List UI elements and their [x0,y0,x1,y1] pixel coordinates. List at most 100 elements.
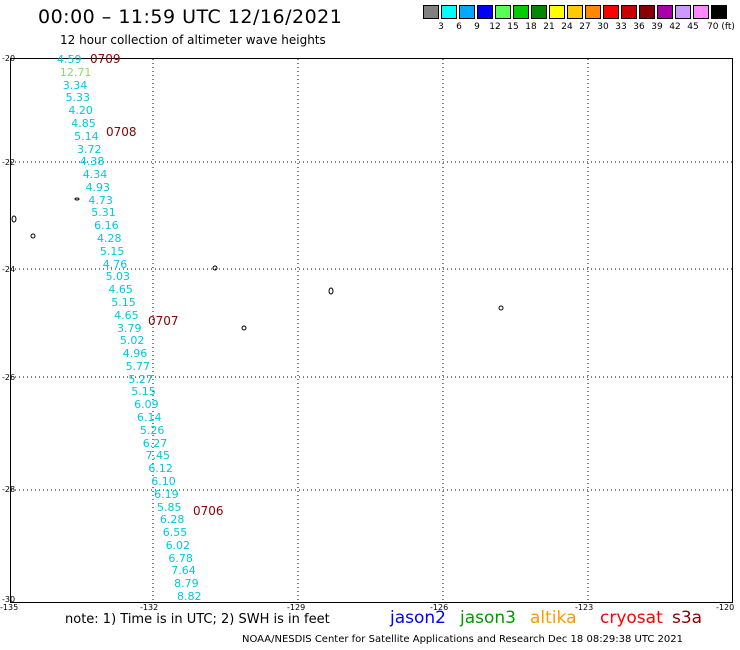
swh-value: 5.26 [139,423,165,437]
swh-value: 4.38 [79,155,105,169]
map-panel [10,58,733,603]
swh-value: 4.34 [82,168,108,182]
legend-label: 18 [525,22,537,32]
swh-value: 8.82 [177,590,202,603]
legend-jason3: jason3 [460,608,516,628]
legend-swatch [549,5,565,19]
island-outline [11,215,17,223]
legend-label: 9 [474,22,480,32]
island-outline [212,265,218,271]
island-outline [328,287,334,295]
swh-value: 3.72 [77,142,102,156]
swh-value: 6.16 [94,219,119,233]
legend-label: 3 [438,22,444,32]
swh-value: 5.27 [128,372,153,386]
lon-tick-label: -123 [575,603,594,612]
swh-value: 4.59 [57,53,82,66]
swh-value: 5.33 [65,91,91,105]
legend-label: 70 (ft) [707,22,735,32]
swh-value: 6.09 [134,398,159,412]
legend-swatch [495,5,511,19]
lon-tick-label: -126 [430,603,449,612]
island-outline [30,233,36,239]
lat-tick-label: -20 [2,54,16,63]
swh-value: 4.76 [102,257,128,271]
legend-s3a: s3a [672,608,703,628]
swh-value: 6.28 [159,513,185,527]
swh-value: 7.45 [145,449,171,463]
units-note: note: 1) Time is in UTC; 2) SWH is in fe… [65,612,330,627]
lat-tick-label: -26 [2,373,16,382]
legend-label: 36 [633,22,645,32]
island-outline [241,325,247,331]
legend-jason2: jason2 [390,608,446,628]
lat-tick-label: -24 [2,265,16,274]
swh-value: 7.64 [171,564,196,578]
swh-value: 6.19 [154,487,179,501]
legend-label: 6 [456,22,462,32]
legend-swatch [639,5,655,19]
legend-swatch [513,5,529,19]
lat-tick-label: -28 [2,485,16,494]
swh-value: 5.77 [125,359,151,373]
pass-time-label: 0708 [106,125,137,139]
swh-value: 4.85 [71,116,96,130]
swh-value: 6.02 [165,538,191,552]
legend-label: 21 [543,22,555,32]
swh-value: 12.71 [59,65,92,79]
legend-swatch [711,5,727,19]
legend-swatch [585,5,601,19]
legend-swatch [693,5,709,19]
swh-value: 5.15 [131,385,156,399]
island-outline [74,197,80,201]
swh-value: 4.96 [122,347,148,361]
lat-tick-label: -30 [2,595,16,604]
lon-tick-label: -120 [716,603,735,612]
credit-line: NOAA/NESDIS Center for Satellite Applica… [242,634,684,645]
map-subtitle: 12 hour collection of altimeter wave hei… [60,33,326,47]
map-grid [11,59,732,602]
legend-label: 30 [597,22,609,32]
swh-value: 6.55 [162,526,188,540]
swh-value: 4.93 [85,180,111,194]
swh-value: 5.02 [119,334,145,348]
legend-swatch [657,5,673,19]
swh-value: 6.14 [137,411,162,424]
legend-label: 12 [489,22,501,32]
swh-value: 5.14 [74,129,99,143]
pass-time-label: 0709 [90,52,121,66]
legend-cryosat: cryosat [600,608,663,628]
swh-value: 6.27 [142,436,168,450]
legend-swatch [621,5,637,19]
legend-swatch [459,5,475,19]
swh-value: 5.31 [91,206,116,220]
swh-value: 5.85 [157,500,182,514]
legend-swatch [567,5,583,19]
legend-label: 45 [687,22,699,32]
swh-value: 4.65 [108,283,133,297]
swh-value: 8.79 [174,577,199,591]
lon-tick-label: -129 [287,603,306,612]
swh-value: 5.15 [111,295,136,309]
legend-label: 15 [507,22,519,32]
legend-swatch [675,5,691,19]
swh-value: 4.20 [68,104,93,118]
lon-tick-label: -135 [0,603,19,612]
legend-label: 42 [669,22,681,32]
swh-value: 5.15 [99,244,125,258]
swh-value: 3.79 [117,321,142,335]
legend-swatch [441,5,457,19]
legend-label: 39 [651,22,663,32]
swh-value: 6.78 [168,551,193,565]
swh-value: 4.28 [97,232,122,245]
legend-swatch [603,5,619,19]
pass-time-label: 0706 [193,504,224,518]
map-title: 00:00 – 11:59 UTC 12/16/2021 [38,6,343,28]
pass-time-label: 0707 [148,314,179,328]
legend-swatch [531,5,547,19]
legend-swatch [477,5,493,19]
island-outline [498,305,504,311]
swh-value: 5.03 [105,270,131,284]
swh-value: 4.65 [114,308,139,322]
swh-value: 6.12 [148,462,173,476]
